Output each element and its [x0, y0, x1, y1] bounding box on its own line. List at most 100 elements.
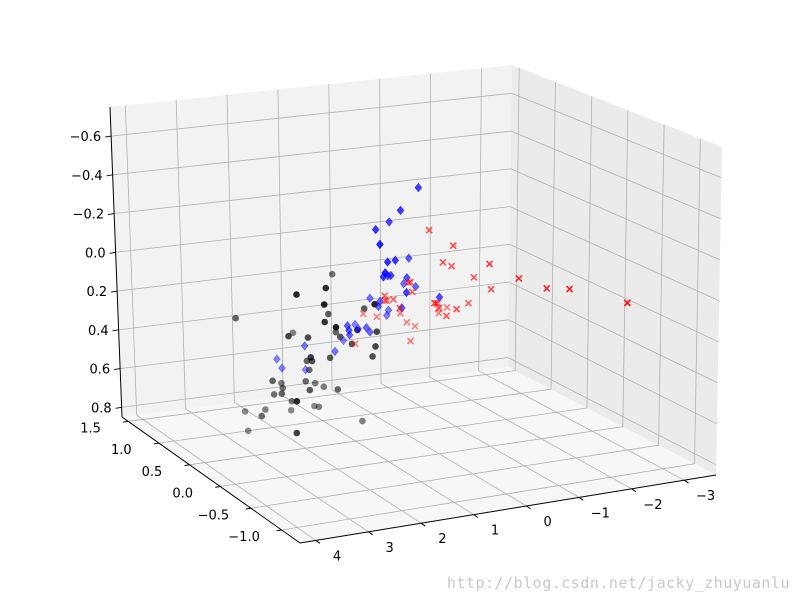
data-point-x: [435, 304, 443, 312]
grid-line-y: [128, 67, 520, 422]
y-tick: [184, 464, 190, 467]
data-point-circle: [288, 397, 296, 405]
data-point-diamond: [354, 324, 362, 334]
data-point-circle: [289, 329, 297, 337]
grid-line-y: [189, 96, 593, 466]
y-tick-label: −0.5: [198, 508, 230, 523]
data-point-diamond: [383, 310, 391, 321]
data-point-x: [487, 285, 495, 293]
z-tick: [105, 135, 112, 138]
z-tick: [112, 329, 119, 332]
x-tick: [631, 488, 637, 493]
data-point-diamond: [402, 287, 411, 298]
data-point-diamond: [339, 335, 348, 346]
data-point-x: [448, 262, 456, 270]
data-point-x: [565, 285, 574, 293]
x-tick-label: −3: [696, 489, 715, 504]
data-point-diamond: [383, 257, 392, 267]
data-points: [232, 182, 631, 437]
z-tick-label: 0.8: [91, 401, 112, 416]
grid-line-z: [115, 206, 720, 302]
data-point-x: [383, 297, 391, 305]
data-point-circle: [321, 318, 329, 326]
x-tick-label: −1: [591, 506, 610, 521]
data-point-diamond: [300, 341, 309, 351]
data-point-circle: [287, 407, 295, 414]
x-tick: [473, 514, 479, 518]
y-tick-label: 0.0: [172, 487, 193, 502]
data-point-circle: [332, 324, 340, 331]
grid-line-y: [158, 81, 556, 444]
grid-line-z: [112, 130, 721, 220]
z-tick: [115, 406, 122, 409]
y-tick: [276, 529, 282, 532]
data-point-diamond: [371, 224, 380, 235]
data-point-circle: [293, 429, 301, 437]
data-point-x: [396, 304, 404, 312]
data-point-diamond: [362, 323, 371, 333]
data-point-x: [411, 322, 419, 330]
data-point-circle: [285, 332, 292, 340]
data-point-circle: [304, 334, 312, 341]
z-tick-label: −0.2: [73, 208, 105, 223]
data-point-x: [433, 299, 442, 307]
z-tick-label: 0.6: [89, 363, 110, 378]
data-point-diamond: [400, 278, 408, 289]
data-point-circle: [325, 310, 332, 318]
data-point-x: [351, 340, 359, 348]
data-point-circle: [306, 366, 313, 374]
data-point-x: [373, 313, 381, 321]
data-point-diamond: [385, 217, 393, 227]
grid-line-z: [121, 357, 717, 466]
data-point-diamond: [278, 363, 286, 373]
data-point-circle: [278, 390, 286, 398]
data-point-circle: [311, 402, 318, 410]
data-point-circle: [244, 427, 252, 435]
y-tick: [153, 442, 159, 445]
x-tick-label: −2: [643, 498, 662, 513]
back-pane: [110, 65, 512, 417]
grid-lines: [111, 67, 722, 541]
data-point-circle: [369, 353, 376, 360]
data-point-diamond: [384, 271, 392, 281]
data-point-circle: [322, 284, 330, 292]
z-tick-label: 0.4: [88, 324, 109, 339]
data-point-circle: [320, 383, 328, 391]
data-point-diamond: [384, 305, 393, 315]
data-point-diamond: [374, 301, 383, 312]
y-tick-label: −1.0: [228, 530, 260, 545]
x-tick-label: 4: [333, 549, 341, 564]
data-point-x: [623, 299, 631, 307]
data-point-circle: [326, 354, 334, 362]
watermark-text: http://blog.csdn.net/jacky_zhuyuanlu: [446, 574, 790, 592]
grid-line-z: [117, 243, 719, 343]
data-point-circle: [315, 403, 323, 411]
data-point-x: [389, 295, 397, 303]
data-point-x: [443, 303, 451, 311]
z-tick: [108, 213, 115, 216]
data-point-diamond: [301, 365, 310, 375]
tick-labels: 4 3 2 1 0 −1 −2 −3 −1.0 −0.5 0.0 0.5 1.0 1.5 −0.6 −0.4 −…: [70, 130, 716, 564]
z-tick-label: −0.6: [70, 130, 102, 145]
data-point-diamond: [345, 325, 353, 336]
data-point-x: [453, 305, 461, 313]
z-tick-label: −0.4: [71, 169, 103, 184]
data-point-diamond: [396, 205, 405, 216]
data-point-diamond: [414, 182, 423, 193]
data-point-x: [406, 278, 414, 286]
x-tick: [526, 505, 531, 510]
data-point-circle: [258, 412, 266, 420]
data-point-circle: [328, 270, 336, 278]
x-tick-label: 1: [491, 524, 499, 539]
data-point-circle: [293, 398, 301, 405]
grid-line-z: [120, 319, 718, 425]
z-tick: [109, 251, 116, 254]
data-point-circle: [303, 357, 311, 365]
data-point-x: [485, 260, 494, 268]
data-point-circle: [359, 417, 366, 425]
data-point-circle: [278, 379, 285, 387]
data-point-circle: [373, 328, 381, 336]
grid-line-x: [175, 100, 369, 533]
data-point-x: [464, 299, 472, 307]
z-tick: [111, 290, 118, 293]
